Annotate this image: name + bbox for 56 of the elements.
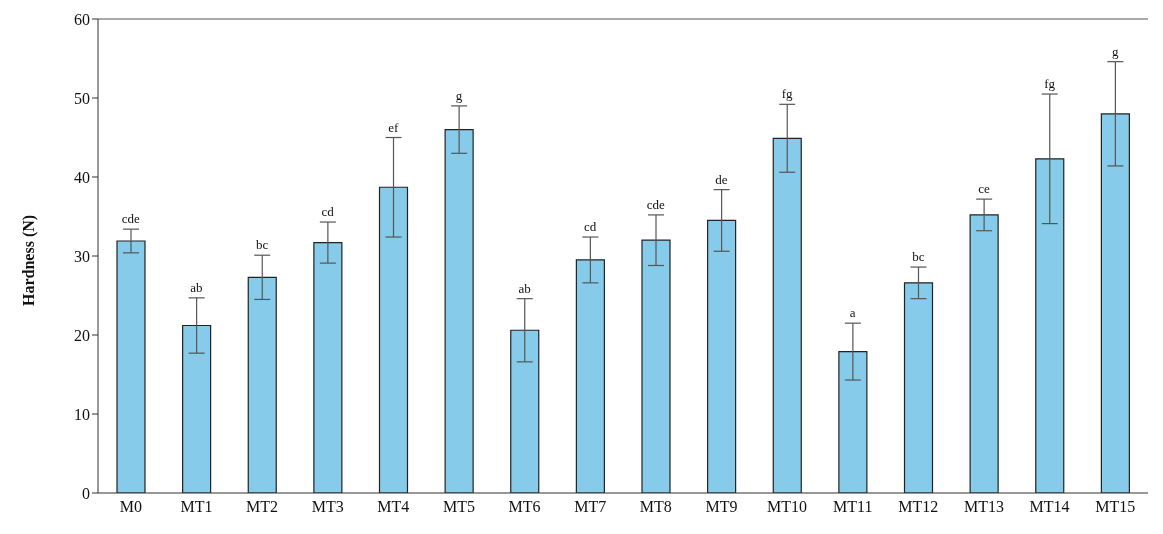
x-tick-label: MT15 [1095, 498, 1136, 516]
bar [575, 259, 605, 493]
x-tick-label: MT4 [377, 498, 410, 516]
y-tick-label: 10 [74, 405, 90, 423]
y-tick-label: 20 [74, 326, 90, 344]
y-tick-label: 40 [74, 168, 90, 186]
annotation: g [455, 87, 463, 103]
bar [707, 219, 737, 493]
annotation: cde [646, 196, 666, 212]
annotation: ef [388, 119, 400, 135]
x-tick-label: MT10 [767, 498, 808, 516]
bar [838, 350, 868, 493]
x-tick-label: MT3 [311, 498, 344, 516]
bar [772, 137, 802, 493]
annotation: bc [255, 237, 269, 253]
x-tick-label: MT7 [574, 498, 607, 516]
annotation: cd [584, 219, 597, 235]
bar [903, 282, 934, 493]
annotation: ab [190, 279, 203, 295]
x-tick-label: MT12 [898, 498, 939, 516]
bar [510, 329, 540, 493]
y-axis-title: Hardness (N) [19, 214, 38, 306]
bar [182, 324, 212, 493]
x-tick-label: MT14 [1029, 498, 1070, 516]
bar [1035, 158, 1065, 493]
y-tick-label: 30 [74, 247, 90, 265]
bar [116, 240, 146, 493]
x-tick-label: MT13 [963, 498, 1004, 516]
annotation: de [715, 171, 728, 187]
bar [1100, 113, 1130, 493]
x-tick-label: MT11 [832, 498, 873, 516]
bar [641, 239, 671, 493]
y-tick-label: 50 [74, 89, 90, 107]
x-tick-label: MT1 [180, 498, 213, 516]
annotation: bc [912, 249, 925, 265]
bar [247, 276, 277, 493]
x-tick-label: MT8 [639, 498, 672, 516]
bar [378, 186, 409, 493]
x-tick-label: MT9 [705, 498, 738, 516]
bar [444, 129, 474, 493]
annotation: cd [321, 204, 335, 220]
x-tick-label: MT6 [508, 498, 541, 516]
annotation: fg [781, 86, 793, 102]
x-tick-label: MT5 [442, 498, 475, 516]
annotation: fg [1044, 76, 1056, 92]
bar [969, 214, 999, 493]
annotation: ce [978, 181, 990, 197]
annotation: a [849, 305, 856, 321]
x-tick-label: M0 [119, 498, 142, 516]
annotation: g [1111, 43, 1119, 59]
bar [313, 241, 343, 493]
y-tick-label: 0 [82, 484, 90, 502]
y-tick-label: 60 [74, 10, 90, 28]
annotation: cde [121, 211, 141, 227]
annotation: ab [518, 280, 531, 296]
x-tick-label: MT2 [246, 498, 279, 516]
